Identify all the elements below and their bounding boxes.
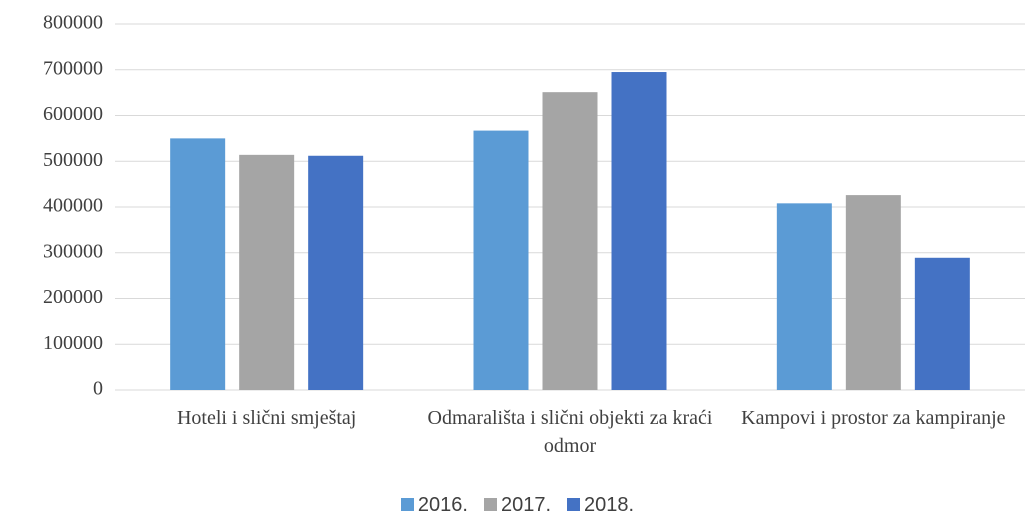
y-tick-label: 700000 [43,57,103,79]
legend-label: 2016. [417,494,468,516]
x-tick-label: Kampovi i prostor za kampiranje [741,407,1006,429]
legend-item: 2018. [567,494,634,517]
legend-swatch [483,498,497,511]
bar [308,155,364,390]
y-tick-label: 0 [93,378,103,400]
legend-label: 2017. [500,494,552,516]
bar [914,257,970,390]
legend-label: 2018. [584,494,635,516]
y-tick-label: 600000 [43,103,103,125]
y-tick-label: 300000 [43,240,103,262]
bar [170,138,226,390]
x-tick-label: Odmarališta i slični objekti za kraći od… [427,407,713,457]
bar [239,154,295,390]
bar [845,195,901,390]
legend-swatch [567,498,581,511]
y-tick-label: 400000 [43,195,103,217]
y-tick-label: 500000 [43,149,103,171]
x-tick-label: Hoteli i slični smještaj [176,407,357,429]
y-tick-label: 800000 [43,12,103,34]
bar [542,92,598,390]
y-tick-label: 100000 [43,332,103,354]
bar [776,203,832,390]
legend: 2016. 2017. 2018. [0,494,1035,517]
bar [473,130,529,390]
legend-swatch [400,498,414,511]
y-tick-label: 200000 [43,286,103,308]
legend-item: 2017. [483,494,552,517]
legend-item: 2016. [400,494,468,517]
bar [611,72,667,390]
